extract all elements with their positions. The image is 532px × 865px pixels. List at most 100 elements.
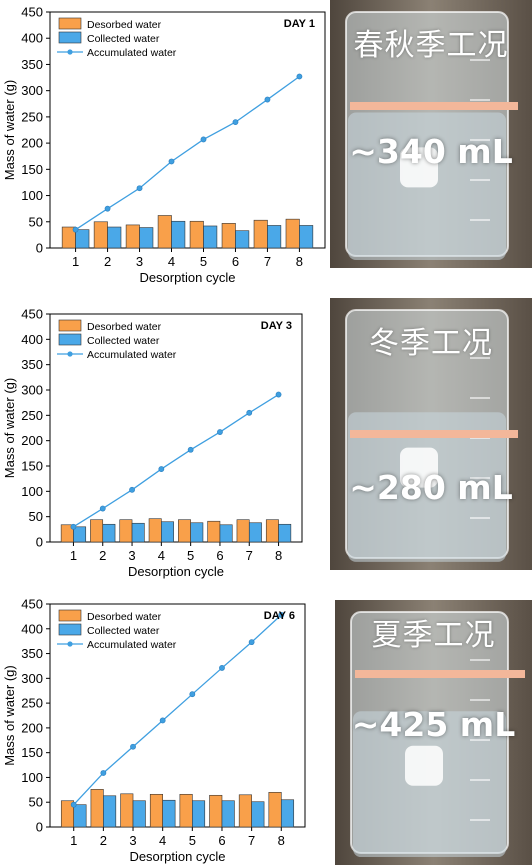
y-axis-title: Mass of water (g) [2,80,17,180]
legend-label-accumulated: Accumulated water [87,47,177,59]
bar-collected [219,524,233,543]
bar-desorbed [207,520,221,543]
point-accumulated [136,185,143,192]
season-label: 冬季工况 [369,326,493,361]
bar-desorbed [125,224,140,249]
season-label: 春秋季工况 [353,28,509,63]
bar-collected [162,799,176,828]
y-tick-label: 100 [21,484,43,499]
series-line-accumulated [73,614,282,806]
legend-swatch-desorbed [58,609,82,622]
legend-swatch-collected [58,31,82,44]
point-accumulated [232,119,239,126]
volume-label: ~280 mL [349,468,513,507]
x-tick-label: 3 [129,833,136,848]
y-tick-label: 300 [21,83,43,98]
legend-label-desorbed: Desorbed water [87,321,162,333]
point-accumulated [158,466,165,472]
beaker-label-patch [400,447,438,488]
point-accumulated [99,505,106,512]
bar-desorbed [236,519,250,543]
bar-desorbed [179,793,193,828]
beaker-photo: 冬季工况 ~280 mL [330,298,532,570]
chart-day1: 0 50 100 150 200 250 300 350 400 450 1 2 3 4 5 6 7 8 Desor… [2,5,326,285]
x-tick-label: 2 [104,254,111,269]
plot-frame [49,603,306,828]
legend-marker-accumulated [67,49,73,55]
point-accumulated [217,429,223,435]
y-axis-title: Mass of water (g) [2,378,17,478]
beaker-photo: 春秋季工况 ~340 mL [330,0,532,268]
y-tick-label: 200 [21,433,43,448]
bar-desorbed [149,793,163,828]
point-accumulated [189,691,196,698]
bar-collected [131,522,145,543]
x-tick-label: 6 [216,548,223,563]
volume-label: ~340 mL [349,132,513,171]
y-tick-label: 450 [21,307,43,322]
chart-day6: 0 50 100 150 200 250 300 350 400 450 1 2 3 4 5 6 7 8 Desor… [2,597,306,864]
bar-collected [73,526,87,543]
y-tick-label: 0 [36,535,43,550]
x-axis-title: Desorption cycle [139,270,235,285]
bar-desorbed [90,789,104,828]
bar-desorbed [265,519,279,543]
point-accumulated [187,446,194,453]
x-tick-label: 2 [100,833,107,848]
y-tick-label: 350 [21,646,43,661]
panel-day6: 0 50 100 150 200 250 300 350 400 450 1 2 3 4 5 6 7 8 Desor… [0,592,532,865]
bar-collected [203,225,218,249]
point-accumulated [104,205,111,212]
x-tick-label: 7 [248,833,255,848]
y-tick-label: 100 [21,770,43,785]
x-tick-label: 1 [70,548,77,563]
bar-desorbed [90,519,104,543]
x-tick-label: 3 [128,548,135,563]
point-accumulated [248,639,255,646]
x-axis-title: Desorption cycle [128,564,224,579]
beaker-photo: 夏季工况 ~425 mL [335,600,532,865]
point-accumulated [70,801,77,808]
waterline-marker [350,102,518,110]
y-tick-label: 350 [21,57,43,72]
legend-swatch-collected [58,333,82,346]
bar-collected [75,229,90,249]
bar-collected [267,225,282,249]
bar-collected [102,523,116,543]
point-accumulated [246,409,253,416]
bar-collected [192,800,206,828]
y-tick-label: 0 [36,241,43,256]
legend-label-collected: Collected water [87,33,160,45]
bar-collected [161,521,174,543]
bar-collected [278,523,292,543]
point-accumulated [200,136,207,143]
point-accumulated [275,391,282,398]
day-label: DAY 3 [261,320,292,332]
y-tick-label: 350 [21,357,43,372]
legend-label-collected: Collected water [87,625,160,637]
x-tick-label: 3 [136,254,143,269]
series-line-accumulated [75,75,300,231]
legend-label-desorbed: Desorbed water [87,611,162,623]
y-tick-label: 400 [21,332,43,347]
y-tick-label: 50 [29,509,43,524]
x-axis-title: Desorption cycle [129,849,225,864]
x-tick-label: 5 [187,548,194,563]
bar-desorbed [238,794,252,828]
point-accumulated [168,158,175,165]
y-tick-label: 300 [21,671,43,686]
bar-desorbed [221,223,236,249]
x-tick-label: 4 [168,254,175,269]
waterline-marker [350,430,518,438]
bar-collected [171,220,186,249]
bar-collected [190,522,204,543]
volume-label: ~425 mL [351,705,516,744]
y-tick-label: 250 [21,109,43,124]
y-tick-label: 150 [21,162,43,177]
x-tick-label: 8 [275,548,282,563]
season-label: 夏季工况 [371,618,496,653]
point-accumulated [100,770,107,776]
x-tick-label: 1 [70,833,77,848]
y-tick-label: 250 [21,696,43,711]
bar-collected [251,801,265,828]
